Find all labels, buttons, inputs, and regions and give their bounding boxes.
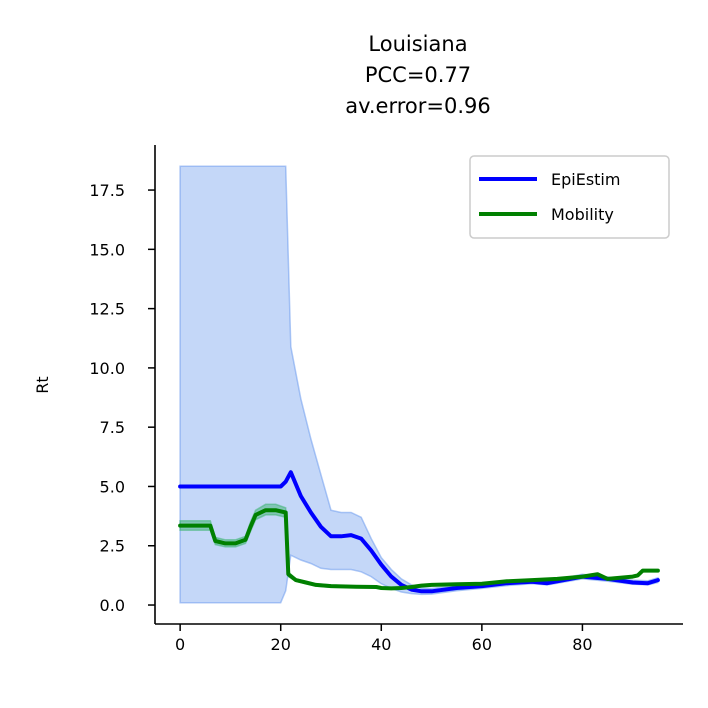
chart-title-line-3: av.error=0.96 xyxy=(345,94,491,118)
y-tick-label: 12.5 xyxy=(89,300,125,319)
x-axis-ticks: 0 20 40 60 80 xyxy=(175,624,593,654)
y-tick-label: 15.0 xyxy=(89,240,125,259)
y-tick-label: 17.5 xyxy=(89,181,125,200)
x-tick-label: 20 xyxy=(271,635,291,654)
legend: EpiEstim Mobility xyxy=(469,155,670,239)
y-tick-label: 5.0 xyxy=(100,477,125,496)
y-axis-label: Rt xyxy=(33,376,52,393)
chart-title-line-1: Louisiana xyxy=(368,32,467,56)
y-tick-label: 2.5 xyxy=(100,537,125,556)
x-tick-label: 40 xyxy=(371,635,391,654)
legend-label-epiestim: EpiEstim xyxy=(551,170,620,189)
legend-frame xyxy=(469,155,670,239)
y-tick-label: 0.0 xyxy=(100,596,125,615)
y-axis-ticks: 0.0 2.5 5.0 7.5 10.0 12.5 15.0 17.5 xyxy=(89,181,155,615)
series-line-epiestim xyxy=(178,470,660,594)
x-tick-label: 0 xyxy=(175,635,185,654)
y-tick-label: 7.5 xyxy=(100,418,125,437)
y-tick-label: 10.0 xyxy=(89,359,125,378)
chart-title: Louisiana PCC=0.77 av.error=0.96 xyxy=(345,32,491,118)
chart-title-line-2: PCC=0.77 xyxy=(365,63,471,87)
series-lines xyxy=(178,470,660,594)
x-tick-label: 80 xyxy=(572,635,592,654)
series-line-mobility xyxy=(178,508,660,591)
legend-label-mobility: Mobility xyxy=(551,205,614,224)
x-tick-label: 60 xyxy=(472,635,492,654)
